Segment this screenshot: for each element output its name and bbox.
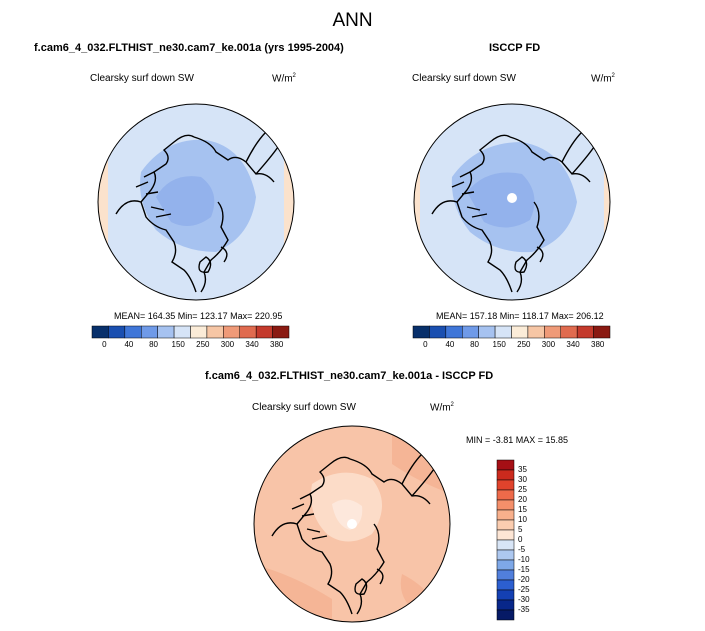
colorbar-tick-label: 15 <box>518 505 527 514</box>
colorbar-swatch <box>206 325 224 339</box>
colorbar-swatch <box>462 325 479 339</box>
colorbar-tick-label: 80 <box>470 340 480 349</box>
colorbar-tick-label: 10 <box>518 515 527 524</box>
colorbar-swatch <box>412 325 430 339</box>
panel3-colorbar-ticks: 35 30 25 20 15 10 5 0 -5 -10 -15 -20 -25 -30 -35 <box>518 460 548 620</box>
colorbar-swatch <box>478 325 496 339</box>
colorbar-tick-label: -20 <box>518 575 530 584</box>
panel1-colorbar-ticks: 0 40 80 150 250 300 340 380 <box>92 340 289 350</box>
colorbar-tick-label: 30 <box>518 475 527 484</box>
colorbar-swatch <box>496 499 515 511</box>
panel1-stats: MEAN= 164.35 Min= 123.17 Max= 220.95 <box>114 311 283 321</box>
colorbar-tick-label: -30 <box>518 595 530 604</box>
panel2-map <box>413 103 611 301</box>
colorbar-tick-label: 0 <box>518 535 523 544</box>
colorbar-swatch <box>496 599 515 611</box>
colorbar-swatch <box>496 459 515 471</box>
panel1-map <box>97 103 295 301</box>
colorbar-tick-label: 80 <box>149 340 159 349</box>
colorbar-tick-label: 150 <box>492 340 506 349</box>
colorbar-tick-label: 250 <box>517 340 531 349</box>
colorbar-swatch <box>496 509 515 521</box>
panel3-map <box>253 425 451 623</box>
panel2-title: ISCCP FD <box>489 42 541 54</box>
colorbar-swatch <box>544 325 561 339</box>
colorbar-swatch <box>496 479 515 491</box>
panel2-colorbar <box>412 325 611 339</box>
colorbar-tick-label: 0 <box>423 340 428 349</box>
colorbar-swatch <box>108 325 126 339</box>
colorbar-swatch <box>190 325 208 339</box>
colorbar-tick-label: 5 <box>518 525 523 534</box>
colorbar-swatch <box>560 325 578 339</box>
colorbar-swatch <box>157 325 175 339</box>
colorbar-swatch <box>496 589 515 601</box>
colorbar-swatch <box>141 325 158 339</box>
panel2-units: W/m2 <box>591 73 615 85</box>
colorbar-swatch <box>255 325 273 339</box>
colorbar-tick-label: 0 <box>102 340 107 349</box>
colorbar-swatch <box>91 325 109 339</box>
colorbar-tick-label: -10 <box>518 555 530 564</box>
colorbar-tick-label: 40 <box>124 340 134 349</box>
panel1-variable: Clearsky surf down SW <box>90 73 194 84</box>
panel1-colorbar <box>91 325 290 339</box>
panel3-colorbar <box>496 459 515 621</box>
panel1-title: f.cam6_4_032.FLTHIST_ne30.cam7_ke.001a (… <box>34 42 344 54</box>
panel3-title: f.cam6_4_032.FLTHIST_ne30.cam7_ke.001a -… <box>205 370 494 382</box>
colorbar-swatch <box>223 325 240 339</box>
panel2-variable: Clearsky surf down SW <box>412 73 516 84</box>
colorbar-tick-label: 380 <box>591 340 605 349</box>
colorbar-swatch <box>272 325 290 339</box>
colorbar-swatch <box>496 539 515 551</box>
colorbar-tick-label: 25 <box>518 485 527 494</box>
colorbar-swatch <box>496 529 515 541</box>
colorbar-tick-label: 300 <box>220 340 235 349</box>
colorbar-swatch <box>173 325 191 339</box>
colorbar-tick-label: 40 <box>445 340 455 349</box>
colorbar-tick-label: -25 <box>518 585 530 594</box>
colorbar-swatch <box>496 519 515 531</box>
colorbar-tick-label: -5 <box>518 545 526 554</box>
colorbar-swatch <box>124 325 142 339</box>
colorbar-tick-label: 380 <box>270 340 284 349</box>
colorbar-swatch <box>496 559 515 571</box>
panel2-stats: MEAN= 157.18 Min= 118.17 Max= 206.12 <box>436 311 604 321</box>
colorbar-tick-label: 300 <box>541 340 556 349</box>
colorbar-tick-label: -35 <box>518 605 530 614</box>
colorbar-tick-label: 340 <box>566 340 580 349</box>
colorbar-swatch <box>494 325 512 339</box>
colorbar-swatch <box>496 579 515 591</box>
colorbar-tick-label: 340 <box>245 340 259 349</box>
colorbar-tick-label: -15 <box>518 565 530 574</box>
colorbar-swatch <box>496 469 515 481</box>
colorbar-swatch <box>496 609 515 621</box>
colorbar-swatch <box>496 569 515 581</box>
panel1-units: W/m2 <box>272 73 296 85</box>
colorbar-swatch <box>445 325 463 339</box>
colorbar-tick-label: 150 <box>171 340 185 349</box>
colorbar-swatch <box>496 549 515 561</box>
colorbar-tick-label: 250 <box>196 340 210 349</box>
panel3-stats: MIN = -3.81 MAX = 15.85 <box>466 435 569 445</box>
colorbar-swatch <box>511 325 529 339</box>
colorbar-swatch <box>496 489 515 501</box>
panel3-units: W/m2 <box>430 402 454 414</box>
panel2-colorbar-ticks: 0 40 80 150 250 300 340 380 <box>413 340 610 350</box>
colorbar-swatch <box>576 325 594 339</box>
colorbar-swatch <box>593 325 611 339</box>
colorbar-swatch <box>239 325 257 339</box>
page-title: ANN <box>332 10 373 31</box>
colorbar-tick-label: 35 <box>518 465 527 474</box>
colorbar-tick-label: 20 <box>518 495 527 504</box>
colorbar-swatch <box>429 325 447 339</box>
colorbar-swatch <box>527 325 545 339</box>
panel3-variable: Clearsky surf down SW <box>252 402 356 413</box>
